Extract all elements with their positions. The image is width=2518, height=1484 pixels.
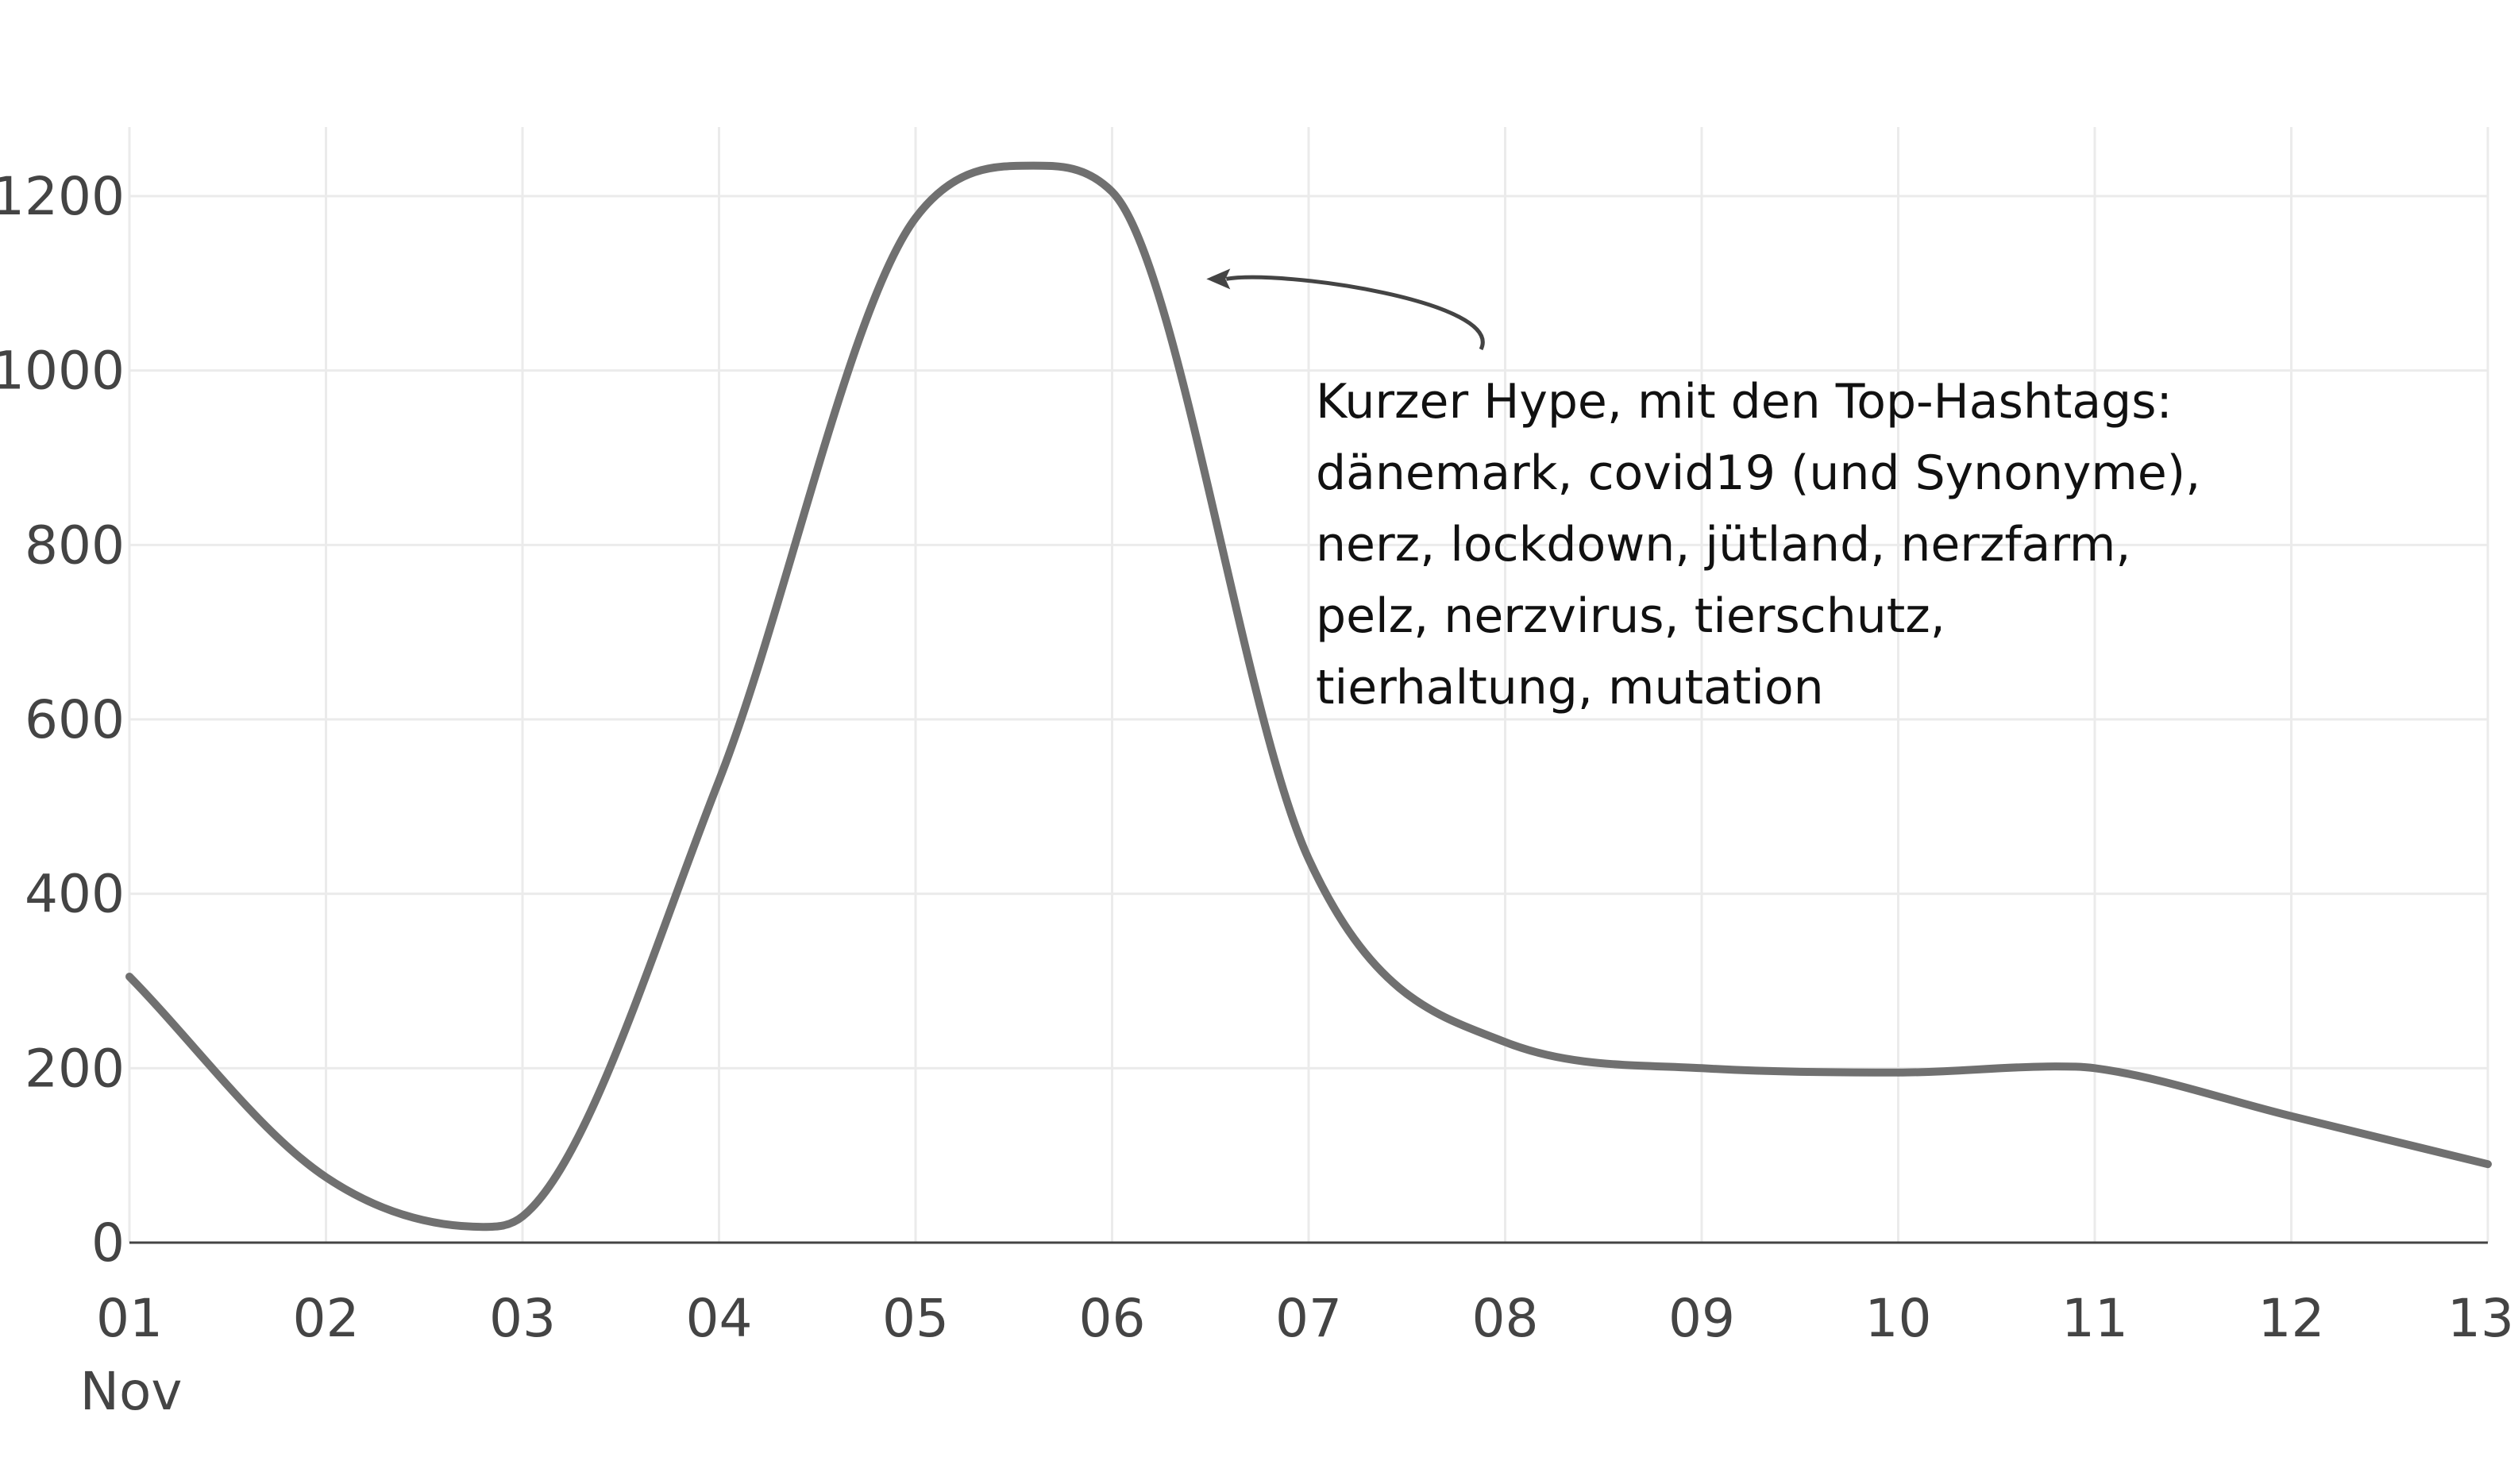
x-tick-label: 12 xyxy=(2258,1288,2325,1349)
y-tick-label: 0 xyxy=(91,1212,125,1274)
y-tick-label: 600 xyxy=(25,689,125,750)
x-tick-label: 09 xyxy=(1668,1288,1735,1349)
y-tick-label: 1200 xyxy=(0,166,125,227)
annotation-arrow xyxy=(1225,275,1485,351)
x-tick-label: 08 xyxy=(1472,1288,1539,1349)
y-tick-label: 800 xyxy=(25,515,125,576)
annotation-line: dänemark, covid19 (und Synonyme), xyxy=(1316,445,2200,501)
y-tick-label: 400 xyxy=(25,864,125,925)
x-tick-label: 03 xyxy=(489,1288,556,1349)
x-tick-label: 01 xyxy=(96,1288,163,1349)
annotation-line: nerz, lockdown, jütland, nerzfarm, xyxy=(1316,517,2130,572)
annotation-line: Kurzer Hype, mit den Top-Hashtags: xyxy=(1316,374,2173,430)
x-tick-label: 13 xyxy=(2447,1288,2514,1349)
x-tick-label: 04 xyxy=(686,1288,753,1349)
y-tick-label: 1000 xyxy=(0,341,125,402)
y-axis-tick-labels: 0 200 400 600 800 1000 1200 xyxy=(0,166,125,1274)
x-tick-label: 05 xyxy=(882,1288,949,1349)
annotation-text: Kurzer Hype, mit den Top-Hashtags: dänema… xyxy=(1316,374,2200,715)
x-axis-tick-labels: 01 02 03 04 05 06 07 08 09 10 11 12 13 xyxy=(96,1288,2514,1349)
x-tick-label: 07 xyxy=(1275,1288,1342,1349)
x-axis-month-label: Nov xyxy=(80,1361,183,1422)
annotation-line: tierhaltung, mutation xyxy=(1316,660,1824,715)
x-grid-lines xyxy=(128,127,2489,1243)
y-tick-label: 200 xyxy=(25,1038,125,1099)
series-line xyxy=(125,161,2492,1232)
annotation-arrow-head xyxy=(1206,268,1231,290)
x-tick-label: 10 xyxy=(1865,1288,1932,1349)
x-tick-label: 06 xyxy=(1079,1288,1146,1349)
annotation: Kurzer Hype, mit den Top-Hashtags: dänema… xyxy=(1206,268,2200,715)
x-tick-label: 11 xyxy=(2061,1288,2128,1349)
x-tick-label: 02 xyxy=(293,1288,360,1349)
annotation-line: pelz, nerzvirus, tierschutz, xyxy=(1316,588,1945,644)
